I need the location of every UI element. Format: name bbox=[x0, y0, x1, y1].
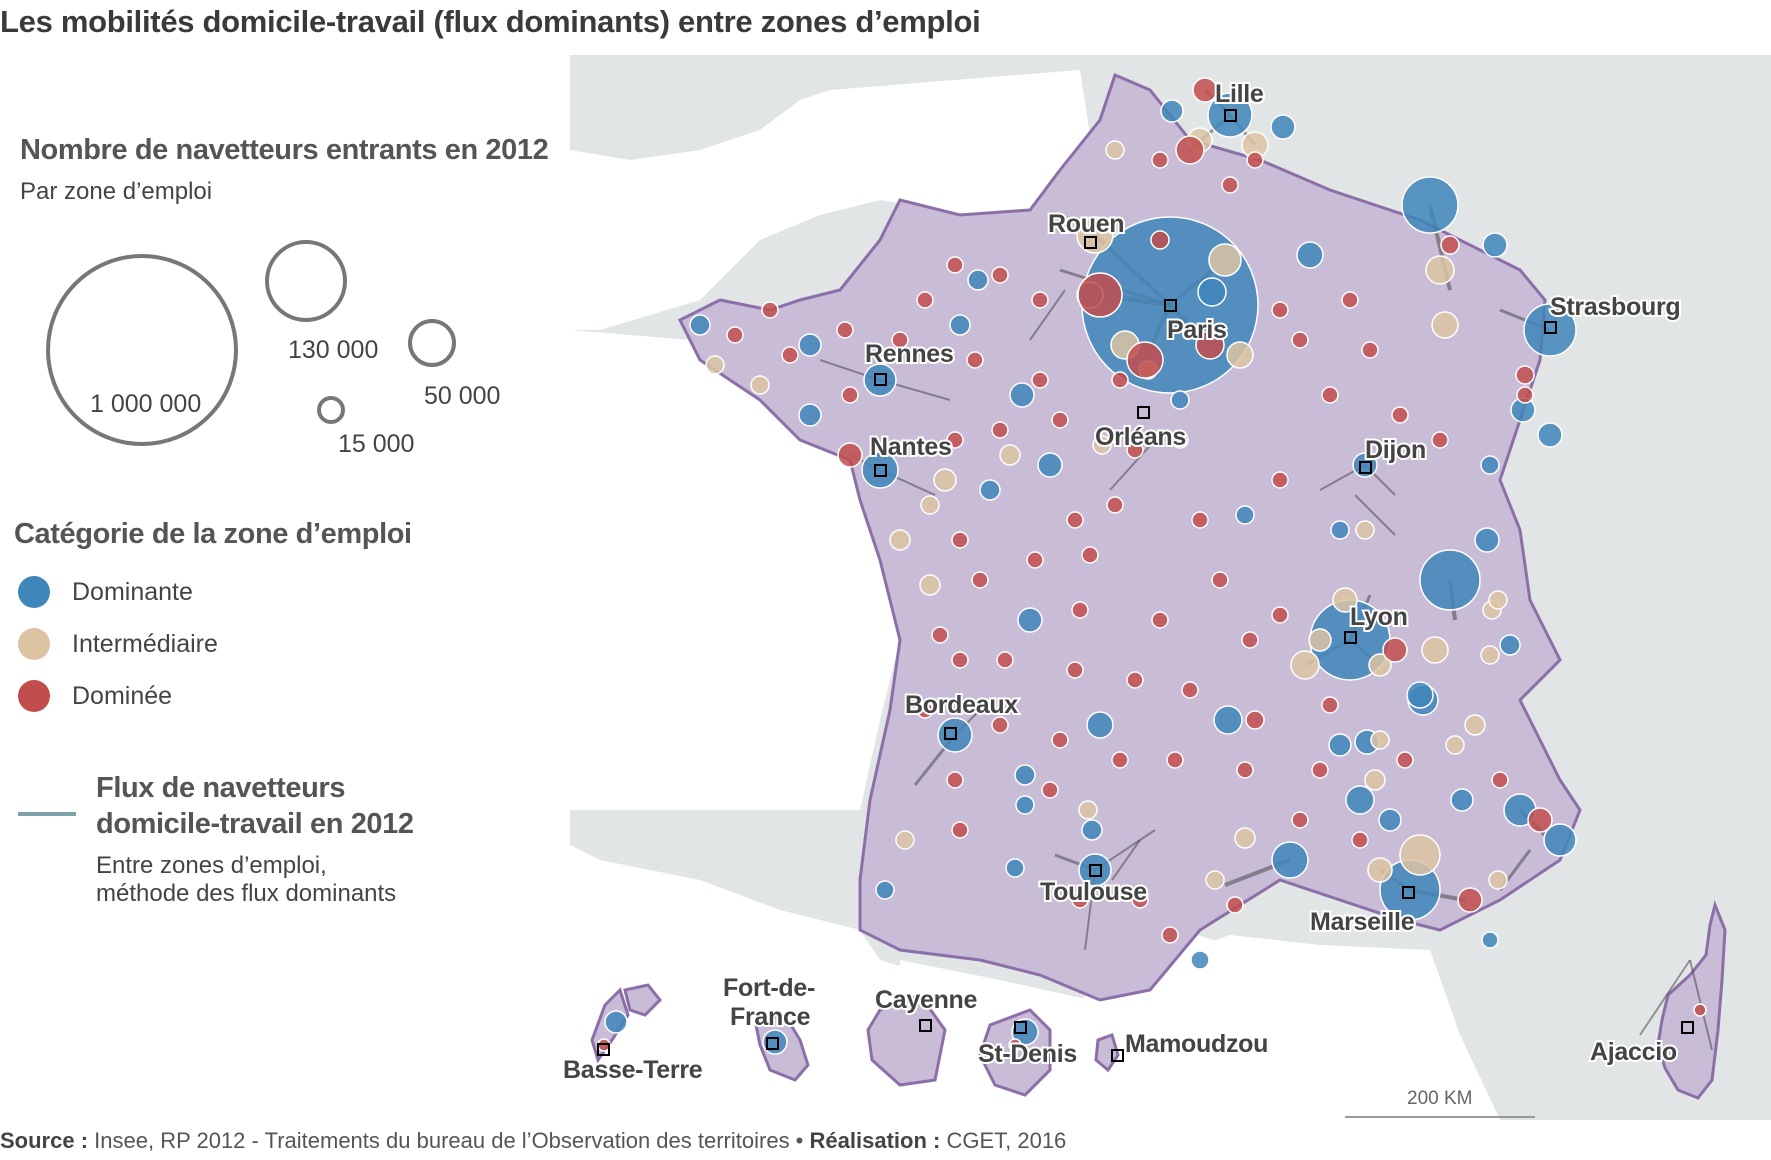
dominee-dot bbox=[18, 680, 50, 712]
city-label-basse-terre: Basse-Terre bbox=[563, 1056, 703, 1084]
city-label-strasbourg: Strasbourg bbox=[1550, 293, 1680, 321]
category-label: Dominante bbox=[72, 577, 193, 606]
zones-intermediaire bbox=[705, 127, 1508, 890]
flux-legend-heading-1: Flux de navetteurs bbox=[96, 772, 346, 804]
realisation-text: CGET, 2016 bbox=[946, 1128, 1067, 1153]
city-label-cayenne: Cayenne bbox=[875, 986, 978, 1014]
flux-legend-line bbox=[18, 812, 76, 816]
source-text: Insee, RP 2012 - Traitements du bureau d… bbox=[94, 1128, 804, 1153]
size-circle-50000 bbox=[408, 319, 456, 367]
city-label-fort-de-france-1: Fort-de- bbox=[723, 974, 815, 1002]
size-label-15000: 15 000 bbox=[338, 430, 415, 458]
size-circle-1000000 bbox=[46, 254, 238, 446]
city-markers bbox=[597, 109, 1694, 1062]
map-title: Les mobilités domicile-travail (flux dom… bbox=[0, 4, 981, 39]
size-label-50000: 50 000 bbox=[424, 382, 501, 410]
city-label-mamoudzou: Mamoudzou bbox=[1125, 1030, 1268, 1058]
size-circle-130000 bbox=[265, 240, 347, 322]
category-label: Dominée bbox=[72, 681, 173, 710]
source-line: Source : Insee, RP 2012 - Traitements du… bbox=[0, 1128, 1066, 1154]
category-legend-heading: Catégorie de la zone d’emploi bbox=[14, 518, 412, 550]
city-label-lyon: Lyon bbox=[1350, 603, 1408, 631]
size-label-1000000: 1 000 000 bbox=[90, 390, 202, 418]
size-legend-circles bbox=[46, 240, 456, 446]
zones-dominee bbox=[597, 77, 1707, 1052]
dominante-dot bbox=[18, 576, 50, 608]
city-label-paris: Paris bbox=[1167, 316, 1227, 344]
city-label-orleans: Orléans bbox=[1095, 423, 1186, 451]
city-labels: Lille Rouen Paris Strasbourg Rennes Nant… bbox=[561, 78, 1683, 1086]
city-label-toulouse: Toulouse bbox=[1040, 878, 1147, 906]
intermediaire-dot bbox=[18, 628, 50, 660]
flux-legend-sub-2: méthode des flux dominants bbox=[96, 880, 397, 907]
city-label-marseille: Marseille bbox=[1310, 908, 1415, 936]
realisation-label: Réalisation : bbox=[809, 1128, 941, 1153]
scale-label: 200 KM bbox=[1407, 1088, 1472, 1109]
corsica bbox=[1656, 900, 1727, 1100]
category-dominee: Dominée bbox=[18, 680, 172, 712]
flux-legend-sub-1: Entre zones d’emploi, bbox=[96, 852, 327, 879]
scale-bar: 200 KM bbox=[1345, 1088, 1535, 1118]
source-label: Source : bbox=[0, 1128, 89, 1153]
sea bbox=[570, 70, 1500, 1120]
city-label-ajaccio: Ajaccio bbox=[1590, 1038, 1677, 1066]
flux-legend-heading-2: domicile-travail en 2012 bbox=[96, 808, 414, 840]
city-label-dijon: Dijon bbox=[1365, 436, 1426, 464]
category-dominante: Dominante bbox=[18, 576, 193, 608]
city-label-rouen: Rouen bbox=[1048, 210, 1124, 238]
category-label: Intermédiaire bbox=[72, 629, 218, 658]
size-label-130000: 130 000 bbox=[288, 336, 379, 364]
city-label-nantes: Nantes bbox=[870, 433, 952, 461]
size-circle-15000 bbox=[317, 396, 345, 424]
city-label-lille: Lille bbox=[1215, 80, 1264, 108]
city-label-bordeaux: Bordeaux bbox=[905, 691, 1018, 719]
size-legend-subheading: Par zone d’emploi bbox=[20, 178, 213, 205]
city-label-st-denis: St-Denis bbox=[978, 1040, 1077, 1068]
size-legend-heading: Nombre de navetteurs entrants en 2012 bbox=[20, 134, 549, 166]
city-label-fort-de-france-2: France bbox=[730, 1003, 811, 1031]
city-label-rennes: Rennes bbox=[865, 340, 954, 368]
category-intermediaire: Intermédiaire bbox=[18, 628, 218, 660]
